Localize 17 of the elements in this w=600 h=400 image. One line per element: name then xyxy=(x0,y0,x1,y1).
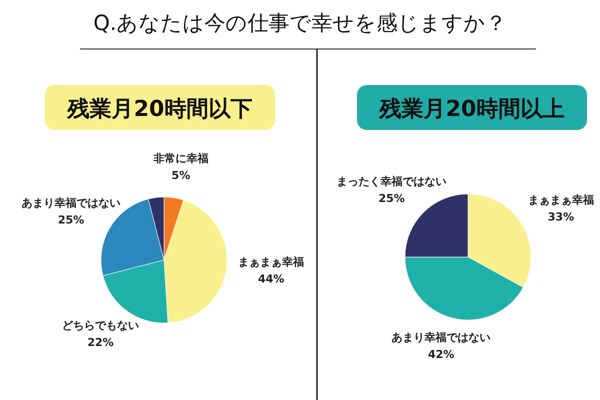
slice-label: まったく幸福ではない xyxy=(336,175,447,188)
slice-label: あまり幸福ではない xyxy=(22,196,121,210)
slice-label: 非常に幸福 xyxy=(152,152,208,166)
data-label: 42% xyxy=(428,348,454,362)
chart-subtitle: 残業月20時間以上 xyxy=(378,97,564,122)
data-label: 5% xyxy=(172,169,190,182)
slice-label: どちらでもない xyxy=(62,319,140,332)
chart-subtitle: 残業月20時間以下 xyxy=(66,97,252,122)
data-label: 25% xyxy=(378,192,405,206)
data-label: 33% xyxy=(548,210,574,224)
slice-label: まぁまぁ幸福 xyxy=(238,256,304,269)
chart-title: Q.あなたは今の仕事で幸せを感じますか？ xyxy=(93,11,507,35)
data-label: 25% xyxy=(58,214,84,227)
data-label: 22% xyxy=(87,336,114,350)
slice-label: あまり幸福ではない xyxy=(392,331,491,344)
data-label: 44% xyxy=(258,272,284,286)
slice-label: まぁまぁ幸福 xyxy=(528,194,594,207)
